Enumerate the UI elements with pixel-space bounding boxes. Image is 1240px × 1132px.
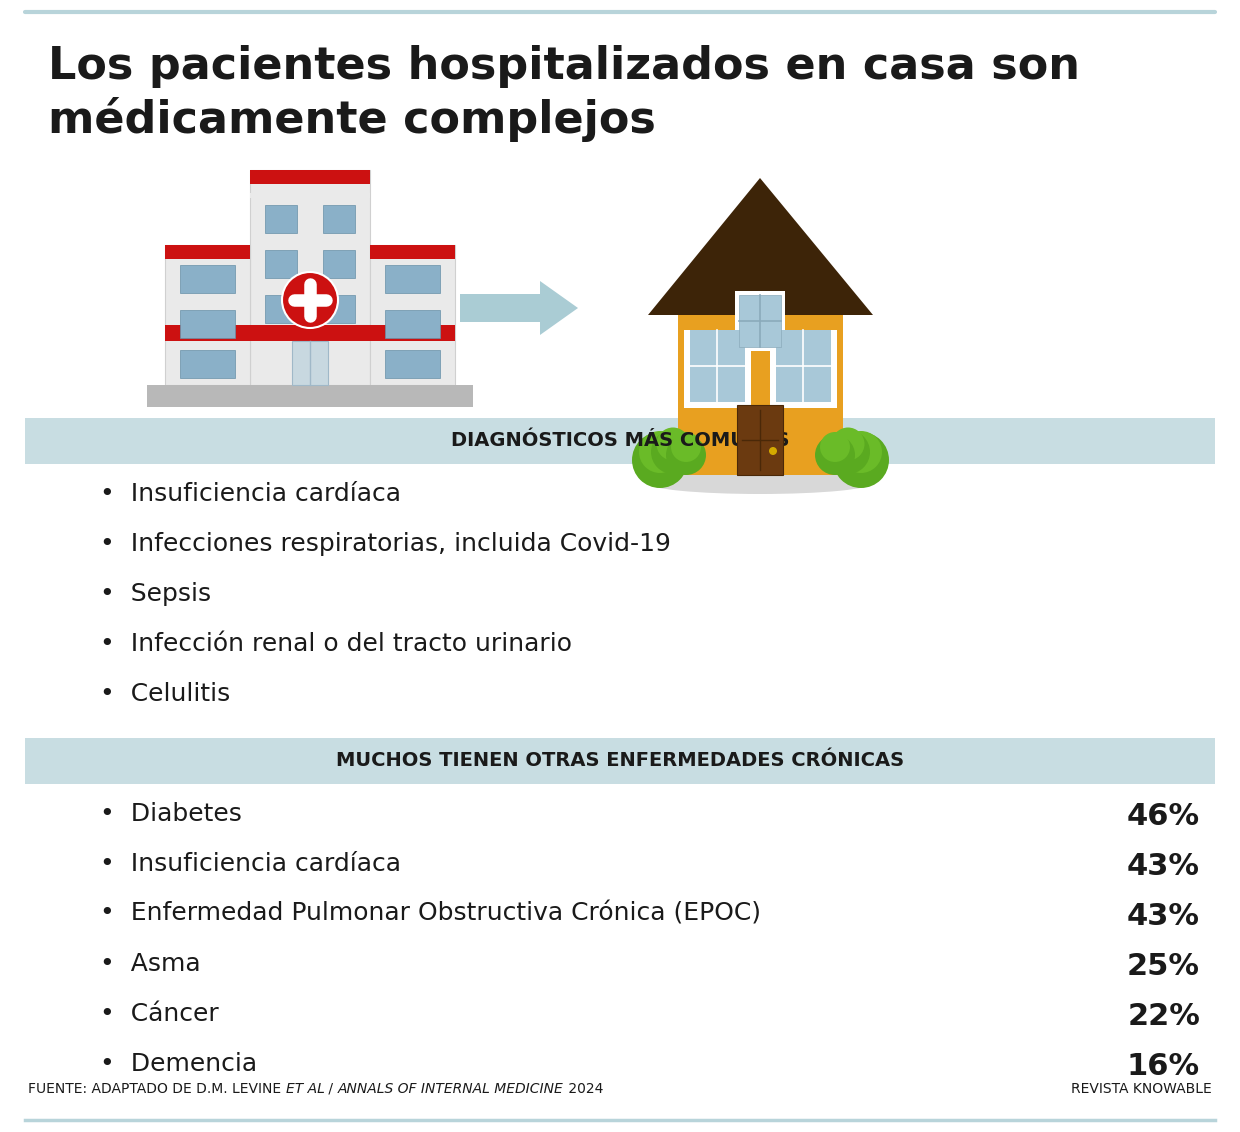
Ellipse shape <box>647 472 873 494</box>
Bar <box>770 331 837 408</box>
Text: •  Infección renal o del tracto urinario: • Infección renal o del tracto urinario <box>100 632 572 657</box>
Text: •  Infecciones respiratorias, incluida Covid-19: • Infecciones respiratorias, incluida Co… <box>100 532 671 556</box>
Text: MUCHOS TIENEN OTRAS ENFERMEDADES CRÓNICAS: MUCHOS TIENEN OTRAS ENFERMEDADES CRÓNICA… <box>336 752 904 771</box>
Bar <box>322 295 355 323</box>
Bar <box>684 331 751 408</box>
Bar <box>384 265 440 293</box>
Bar <box>689 331 745 402</box>
Circle shape <box>632 432 688 488</box>
Bar <box>384 310 440 338</box>
Bar <box>180 265 236 293</box>
Text: /: / <box>325 1082 337 1096</box>
Bar <box>460 294 539 321</box>
Text: REVISTA KNOWABLE: REVISTA KNOWABLE <box>1071 1082 1211 1096</box>
Text: •  Diabetes: • Diabetes <box>100 801 242 826</box>
Text: 2024: 2024 <box>563 1082 603 1096</box>
Text: 25%: 25% <box>1127 952 1200 981</box>
Circle shape <box>832 428 864 461</box>
Bar <box>739 295 781 348</box>
Bar <box>735 291 785 351</box>
Text: 22%: 22% <box>1127 1002 1200 1031</box>
Polygon shape <box>649 178 873 315</box>
Circle shape <box>833 432 889 488</box>
Text: •  Cáncer: • Cáncer <box>100 1002 218 1026</box>
Text: •  Insuficiencia cardíaca: • Insuficiencia cardíaca <box>100 482 401 506</box>
Text: 43%: 43% <box>1127 902 1200 931</box>
Wedge shape <box>689 375 744 402</box>
Circle shape <box>671 432 701 462</box>
Bar <box>678 300 843 475</box>
Text: •  Insuficiencia cardíaca: • Insuficiencia cardíaca <box>100 852 401 876</box>
Text: 43%: 43% <box>1127 852 1200 881</box>
Bar <box>148 385 472 408</box>
Bar <box>180 310 236 338</box>
Text: DIAGNÓSTICOS MÁS COMUNES: DIAGNÓSTICOS MÁS COMUNES <box>451 431 789 451</box>
Bar <box>250 192 370 198</box>
Bar <box>25 418 1215 464</box>
Bar <box>322 205 355 233</box>
Bar <box>370 245 455 259</box>
Circle shape <box>839 431 882 473</box>
Text: •  Celulitis: • Celulitis <box>100 681 231 706</box>
Text: 16%: 16% <box>1127 1052 1200 1081</box>
Text: 46%: 46% <box>1127 801 1200 831</box>
Wedge shape <box>684 369 750 402</box>
Polygon shape <box>539 281 578 335</box>
Bar <box>165 245 250 259</box>
Text: •  Asma: • Asma <box>100 952 201 976</box>
Bar <box>165 325 455 341</box>
Circle shape <box>769 447 777 455</box>
Bar <box>291 341 329 385</box>
Bar <box>322 250 355 278</box>
Bar <box>265 250 298 278</box>
Bar <box>25 738 1215 784</box>
Text: médicamente complejos: médicamente complejos <box>48 97 656 142</box>
Text: Los pacientes hospitalizados en casa son: Los pacientes hospitalizados en casa son <box>48 45 1080 88</box>
Bar <box>370 245 455 385</box>
Bar <box>180 350 236 378</box>
Bar <box>737 405 782 475</box>
Text: •  Sepsis: • Sepsis <box>100 582 211 606</box>
Bar <box>265 205 298 233</box>
Bar <box>165 245 250 385</box>
Circle shape <box>666 435 706 475</box>
Bar <box>250 170 370 385</box>
Circle shape <box>820 432 849 462</box>
Bar <box>250 170 370 185</box>
Circle shape <box>826 430 870 474</box>
Circle shape <box>639 431 681 473</box>
Wedge shape <box>776 375 830 402</box>
Circle shape <box>815 435 856 475</box>
Text: ANNALS OF INTERNAL MEDICINE: ANNALS OF INTERNAL MEDICINE <box>337 1082 563 1096</box>
Bar <box>265 295 298 323</box>
Text: FUENTE: ADAPTADO DE D.M. LEVINE: FUENTE: ADAPTADO DE D.M. LEVINE <box>29 1082 285 1096</box>
Text: ET AL: ET AL <box>285 1082 325 1096</box>
Bar <box>384 350 440 378</box>
Polygon shape <box>733 260 787 300</box>
Circle shape <box>656 428 689 461</box>
Text: •  Demencia: • Demencia <box>100 1052 257 1077</box>
Text: •  Enfermedad Pulmonar Obstructiva Crónica (EPOC): • Enfermedad Pulmonar Obstructiva Crónic… <box>100 902 761 926</box>
Bar <box>776 331 831 402</box>
Circle shape <box>281 272 339 328</box>
Wedge shape <box>770 369 836 402</box>
Circle shape <box>651 430 694 474</box>
